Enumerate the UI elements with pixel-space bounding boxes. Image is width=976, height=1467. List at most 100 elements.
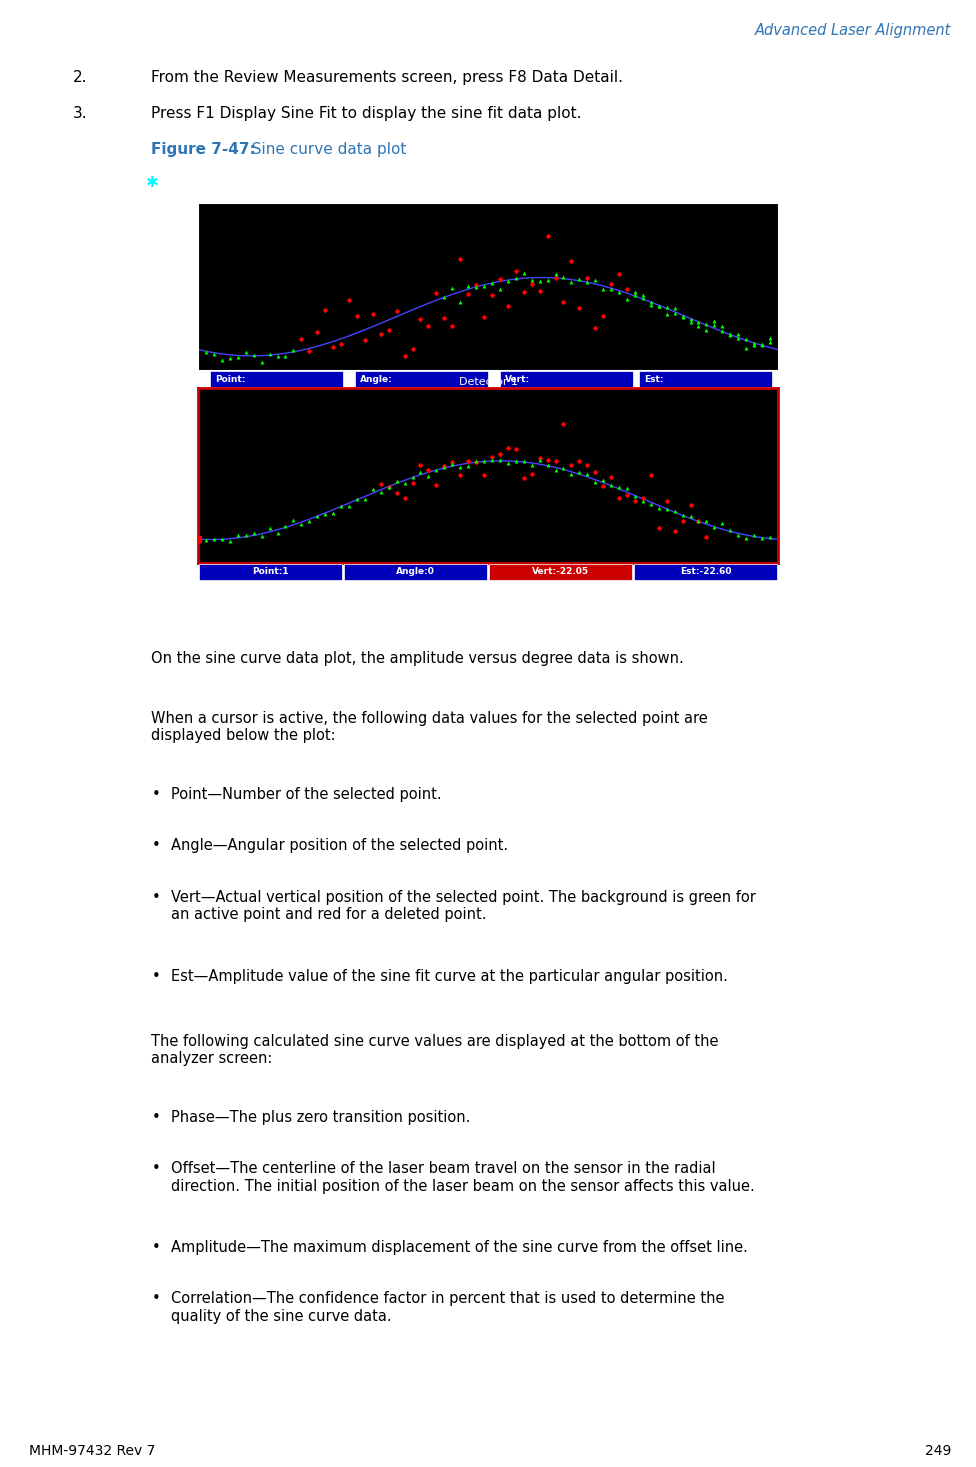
Point [453, 246, 468, 270]
Point [659, 295, 674, 318]
Point [747, 332, 762, 355]
Point [309, 505, 325, 528]
Point [762, 525, 778, 549]
Point [405, 465, 421, 489]
Point [667, 302, 682, 326]
Point [436, 286, 452, 310]
Y-axis label: mils: mils [157, 277, 166, 296]
Point [707, 310, 722, 333]
Point [754, 333, 770, 356]
Point [516, 261, 532, 285]
Point [674, 305, 690, 329]
Point [548, 263, 563, 286]
Point [683, 505, 699, 528]
Point [492, 449, 508, 472]
Text: Press F1 Display Sine Fit to display the sine fit data plot.: Press F1 Display Sine Fit to display the… [151, 106, 582, 120]
Point [254, 524, 269, 547]
Point [643, 293, 659, 317]
Text: Change
Active
Plot: Change Active Plot [141, 475, 187, 511]
Point [540, 447, 555, 471]
Text: Figure 7-47:: Figure 7-47: [151, 142, 256, 157]
X-axis label: Degrees: Degrees [469, 389, 507, 399]
Title: Detector 2: Detector 2 [459, 192, 517, 202]
Text: ALT 1: ALT 1 [745, 208, 774, 219]
Point [643, 290, 659, 314]
Point [722, 518, 738, 541]
Text: 86%: 86% [686, 597, 708, 607]
Point [555, 412, 571, 436]
Point [563, 462, 579, 486]
FancyBboxPatch shape [500, 371, 633, 387]
Point [476, 274, 492, 298]
Text: Est:-22.60: Est:-22.60 [679, 568, 731, 577]
Point [254, 351, 269, 374]
Point [246, 522, 262, 546]
Point [643, 493, 659, 516]
Point [381, 475, 396, 499]
Point [461, 450, 476, 474]
Point [532, 447, 548, 471]
Text: •: • [151, 968, 160, 983]
Text: Angle:0: Angle:0 [396, 568, 435, 577]
Point [619, 288, 634, 311]
Point [325, 334, 341, 358]
FancyBboxPatch shape [489, 563, 631, 579]
Point [421, 314, 436, 337]
Point [484, 283, 500, 307]
Point [548, 449, 563, 472]
Point [572, 267, 588, 290]
Point [714, 314, 730, 337]
Point [722, 321, 738, 345]
Point [484, 445, 500, 468]
Point [262, 342, 277, 365]
Text: •: • [151, 1291, 160, 1307]
Point [699, 509, 714, 533]
Point [453, 456, 468, 480]
Point [388, 481, 404, 505]
Point [747, 524, 762, 547]
FancyBboxPatch shape [634, 563, 777, 579]
Point [611, 280, 627, 304]
Point [365, 302, 381, 326]
Point [421, 465, 436, 489]
Point [588, 268, 603, 292]
Text: Switch
Plot
Type: Switch Plot Type [143, 549, 184, 584]
Point [223, 530, 238, 553]
Point [302, 509, 317, 533]
Point [651, 295, 667, 318]
Y-axis label: mils: mils [154, 467, 163, 484]
Point [659, 497, 674, 521]
Point [277, 515, 293, 538]
Point [667, 500, 682, 524]
Point [628, 490, 643, 513]
Text: Phase: Phase [357, 584, 386, 594]
Point [563, 249, 579, 273]
Point [476, 464, 492, 487]
Point [540, 224, 555, 248]
FancyBboxPatch shape [639, 371, 772, 387]
Point [262, 516, 277, 540]
Point [722, 323, 738, 346]
Point [508, 258, 523, 282]
Point [500, 295, 515, 318]
Text: Delete/
Undelete
Point: Delete/ Undelete Point [136, 230, 192, 266]
Text: From the Review Measurements screen, press F8 Data Detail.: From the Review Measurements screen, pre… [151, 70, 624, 85]
Point [635, 486, 651, 509]
Point [714, 320, 730, 343]
Point [674, 509, 690, 533]
Point [691, 509, 707, 533]
Point [754, 332, 770, 355]
Text: Est—Amplitude value of the sine fit curve at the particular angular position.: Est—Amplitude value of the sine fit curv… [171, 968, 728, 983]
Point [223, 346, 238, 370]
Point [461, 283, 476, 307]
Point [524, 268, 540, 292]
Point [333, 494, 348, 518]
Title: Detector 1: Detector 1 [459, 377, 517, 387]
Point [588, 469, 603, 493]
FancyBboxPatch shape [199, 563, 342, 579]
Point [206, 342, 222, 365]
Point [444, 277, 460, 301]
Point [317, 298, 333, 321]
Point [667, 519, 682, 543]
Point [628, 283, 643, 307]
